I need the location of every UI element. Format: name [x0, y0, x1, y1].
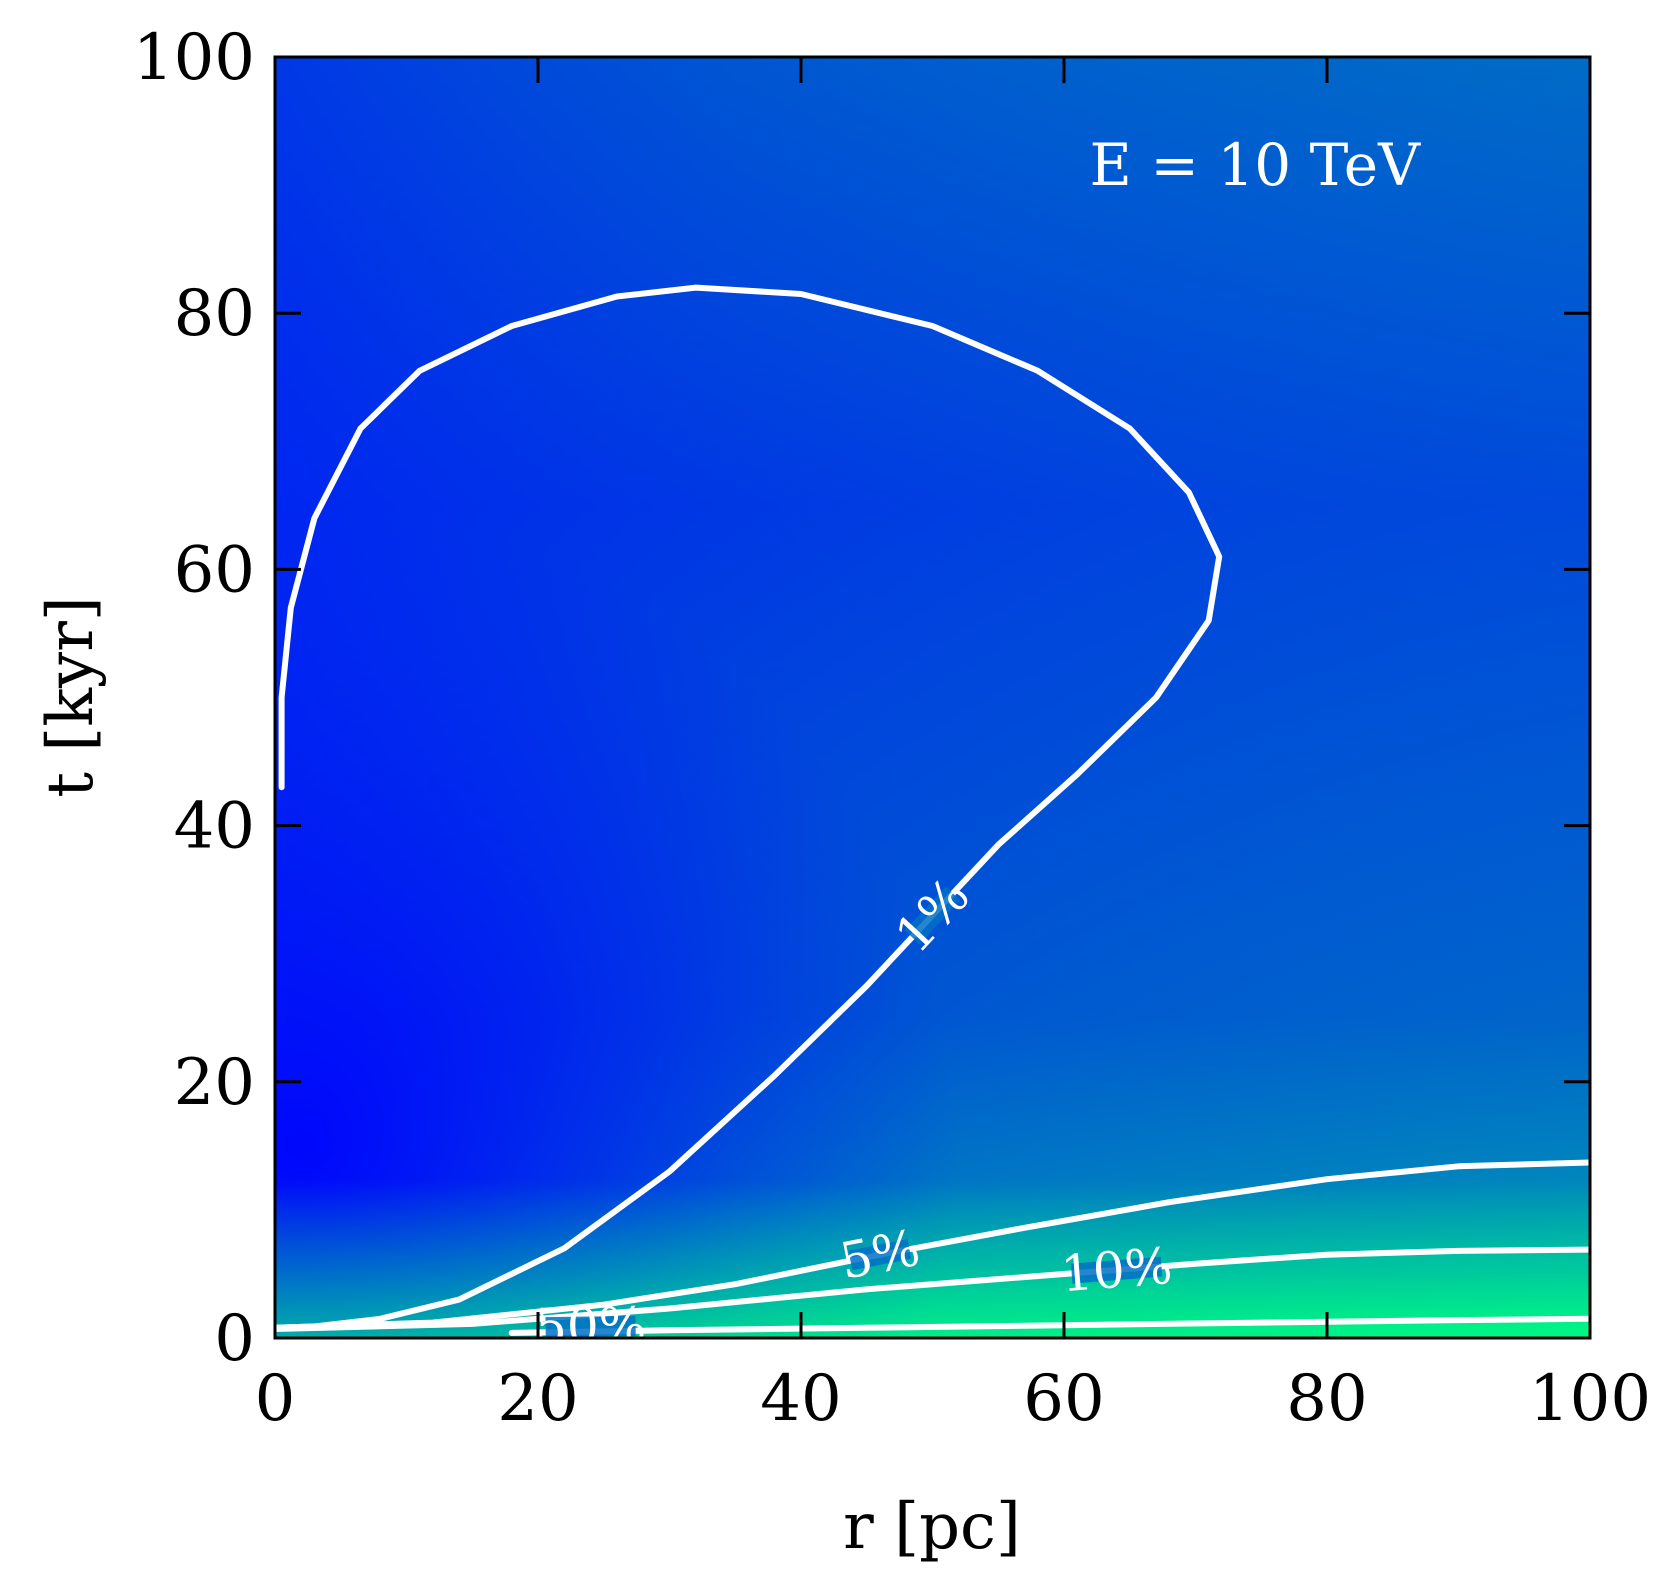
y-tick-label: 20 — [174, 1046, 255, 1120]
y-tick-label: 60 — [174, 533, 255, 607]
x-tick-label: 0 — [255, 1362, 296, 1436]
contour-label-group: 10% — [1059, 1237, 1174, 1304]
contour-label-gap — [1070, 1256, 1163, 1284]
y-axis-label: t [kyr] — [34, 596, 108, 798]
plot-frame — [273, 55, 1592, 1340]
y-tick-label: 80 — [174, 277, 255, 351]
contour-label-group: 5% — [835, 1219, 924, 1291]
contour-label-gap — [545, 1315, 636, 1338]
contour-line — [275, 1159, 1590, 1331]
y-tick-label: 100 — [133, 21, 255, 95]
x-tick-label: 60 — [1023, 1362, 1104, 1436]
x-tick-label: 40 — [760, 1362, 841, 1436]
contour-label-gap — [904, 886, 961, 945]
contour-label: 10% — [1059, 1237, 1174, 1304]
x-tick-label: 80 — [1286, 1362, 1367, 1436]
y-tick-labels: 0 20 40 60 80 100 — [133, 21, 255, 1376]
x-tick-labels: 0 20 40 60 80 100 — [255, 1362, 1651, 1436]
contour-line — [275, 284, 1223, 1331]
x-axis-label: r [pc] — [843, 1490, 1021, 1564]
contour-label-gap — [848, 1239, 912, 1271]
colormap-source-glow — [275, 57, 1590, 1338]
y-tick-label: 0 — [214, 1302, 255, 1376]
energy-annotation: E = 10 TeV — [1090, 131, 1422, 199]
axis-ticks — [275, 57, 1590, 1338]
x-tick-label: 100 — [1529, 1362, 1651, 1436]
contour-label-group: 50% — [535, 1297, 647, 1357]
colormap-bottom-glow — [275, 1180, 1590, 1338]
plot-area: 1%5% 10%50% — [275, 57, 1590, 1357]
y-tick-label: 40 — [174, 790, 255, 864]
contour-lines: 1%5% 10%50% — [275, 284, 1590, 1357]
contour-label: 50% — [535, 1297, 647, 1357]
x-tick-label: 20 — [497, 1362, 578, 1436]
